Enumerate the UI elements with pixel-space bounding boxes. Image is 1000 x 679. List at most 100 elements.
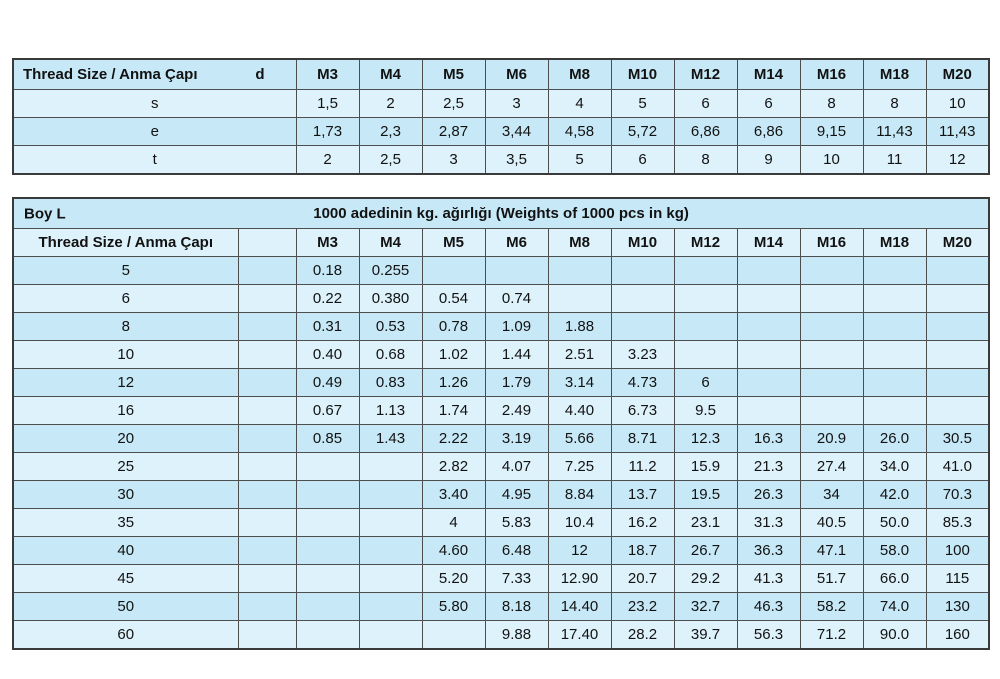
table2-title: 1000 adedinin kg. ağırlığı (Weights of 1… xyxy=(313,205,689,222)
value-cell xyxy=(673,256,738,285)
spacer-cell xyxy=(237,620,297,650)
value-cell xyxy=(736,256,801,285)
table-row: 16 0.67 1.13 1.74 2.49 4.40 6.73 9.5 xyxy=(12,396,990,425)
value-cell: 36.3 xyxy=(736,536,801,565)
col-header-m18: M18 xyxy=(862,58,927,90)
value-cell: 41.0 xyxy=(925,452,990,481)
value-cell xyxy=(295,508,360,537)
value-cell: 9.5 xyxy=(673,396,738,425)
value-cell: 10 xyxy=(925,89,990,118)
value-cell: 160 xyxy=(925,620,990,650)
spacer-cell xyxy=(237,592,297,621)
value-cell: 6.48 xyxy=(484,536,549,565)
value-cell: 3.14 xyxy=(547,368,612,397)
col-header-m3: M3 xyxy=(295,228,360,257)
value-cell: 2 xyxy=(358,89,423,118)
table-row-t: t 2 2,5 3 3,5 5 6 8 9 10 11 12 xyxy=(12,145,990,175)
value-cell: 1.26 xyxy=(421,368,486,397)
value-cell xyxy=(610,256,675,285)
table-row: 50 5.80 8.18 14.40 23.2 32.7 46.3 58.2 7… xyxy=(12,592,990,621)
table-row: 30 3.40 4.95 8.84 13.7 19.5 26.3 34 42.0… xyxy=(12,480,990,509)
spacer-cell xyxy=(237,536,297,565)
value-cell: 1.02 xyxy=(421,340,486,369)
value-cell: 0.85 xyxy=(295,424,360,453)
value-cell: 1.09 xyxy=(484,312,549,341)
value-cell: 3.19 xyxy=(484,424,549,453)
value-cell xyxy=(295,452,360,481)
length-label: 5 xyxy=(12,256,239,285)
col-header-m18: M18 xyxy=(862,228,927,257)
table-row: 40 4.60 6.48 12 18.7 26.7 36.3 47.1 58.0… xyxy=(12,536,990,565)
value-cell: 8 xyxy=(673,145,738,175)
col-header-m12: M12 xyxy=(673,58,738,90)
value-cell: 34 xyxy=(799,480,864,509)
table1-title: Thread Size / Anma Çapı xyxy=(23,66,198,83)
value-cell: 100 xyxy=(925,536,990,565)
spacer-cell xyxy=(237,368,297,397)
value-cell: 6.73 xyxy=(610,396,675,425)
value-cell: 1.43 xyxy=(358,424,423,453)
value-cell xyxy=(421,620,486,650)
value-cell xyxy=(610,312,675,341)
col-header-m16: M16 xyxy=(799,228,864,257)
value-cell: 3.40 xyxy=(421,480,486,509)
value-cell: 42.0 xyxy=(862,480,927,509)
value-cell: 29.2 xyxy=(673,564,738,593)
row-label: e xyxy=(12,117,297,146)
length-label: 12 xyxy=(12,368,239,397)
col-header-m20: M20 xyxy=(925,58,990,90)
value-cell: 26.0 xyxy=(862,424,927,453)
value-cell: 16.3 xyxy=(736,424,801,453)
value-cell: 1.88 xyxy=(547,312,612,341)
table-row: 45 5.20 7.33 12.90 20.7 29.2 41.3 51.7 6… xyxy=(12,564,990,593)
col-header-m6: M6 xyxy=(484,228,549,257)
length-label: 30 xyxy=(12,480,239,509)
value-cell: 2.51 xyxy=(547,340,612,369)
value-cell: 41.3 xyxy=(736,564,801,593)
value-cell: 8.18 xyxy=(484,592,549,621)
col-header-m10: M10 xyxy=(610,228,675,257)
value-cell xyxy=(358,480,423,509)
value-cell: 10.4 xyxy=(547,508,612,537)
col-header-m5: M5 xyxy=(421,58,486,90)
value-cell xyxy=(736,368,801,397)
value-cell: 20.9 xyxy=(799,424,864,453)
spacer-cell xyxy=(237,452,297,481)
weights-table: Boy L 1000 adedinin kg. ağırlığı (Weight… xyxy=(12,197,991,650)
value-cell: 4 xyxy=(547,89,612,118)
spacer-cell xyxy=(237,564,297,593)
value-cell: 3 xyxy=(421,145,486,175)
value-cell: 28.2 xyxy=(610,620,675,650)
col-header-m8: M8 xyxy=(547,228,612,257)
value-cell xyxy=(673,340,738,369)
value-cell xyxy=(358,508,423,537)
value-cell: 17.40 xyxy=(547,620,612,650)
value-cell: 2.22 xyxy=(421,424,486,453)
spacer-cell xyxy=(237,312,297,341)
value-cell xyxy=(799,256,864,285)
value-cell: 6,86 xyxy=(673,117,738,146)
value-cell: 14.40 xyxy=(547,592,612,621)
value-cell: 0.67 xyxy=(295,396,360,425)
spacer-cell xyxy=(237,256,297,285)
col-header-m20: M20 xyxy=(925,228,990,257)
value-cell: 12.90 xyxy=(547,564,612,593)
value-cell: 5.66 xyxy=(547,424,612,453)
value-cell xyxy=(925,340,990,369)
value-cell: 8 xyxy=(862,89,927,118)
length-label: 6 xyxy=(12,284,239,313)
value-cell xyxy=(295,564,360,593)
value-cell: 1.74 xyxy=(421,396,486,425)
table-row: 10 0.40 0.68 1.02 1.44 2.51 3.23 xyxy=(12,340,990,369)
value-cell: 6 xyxy=(736,89,801,118)
value-cell: 2,3 xyxy=(358,117,423,146)
value-cell: 2,5 xyxy=(421,89,486,118)
value-cell: 2.49 xyxy=(484,396,549,425)
value-cell: 5 xyxy=(547,145,612,175)
table-row: 35 4 5.83 10.4 16.2 23.1 31.3 40.5 50.0 … xyxy=(12,508,990,537)
table1-corner-content: Thread Size / Anma Çapı d xyxy=(17,66,293,83)
value-cell xyxy=(736,396,801,425)
length-label: 16 xyxy=(12,396,239,425)
boy-l-label: Boy L xyxy=(24,205,66,222)
